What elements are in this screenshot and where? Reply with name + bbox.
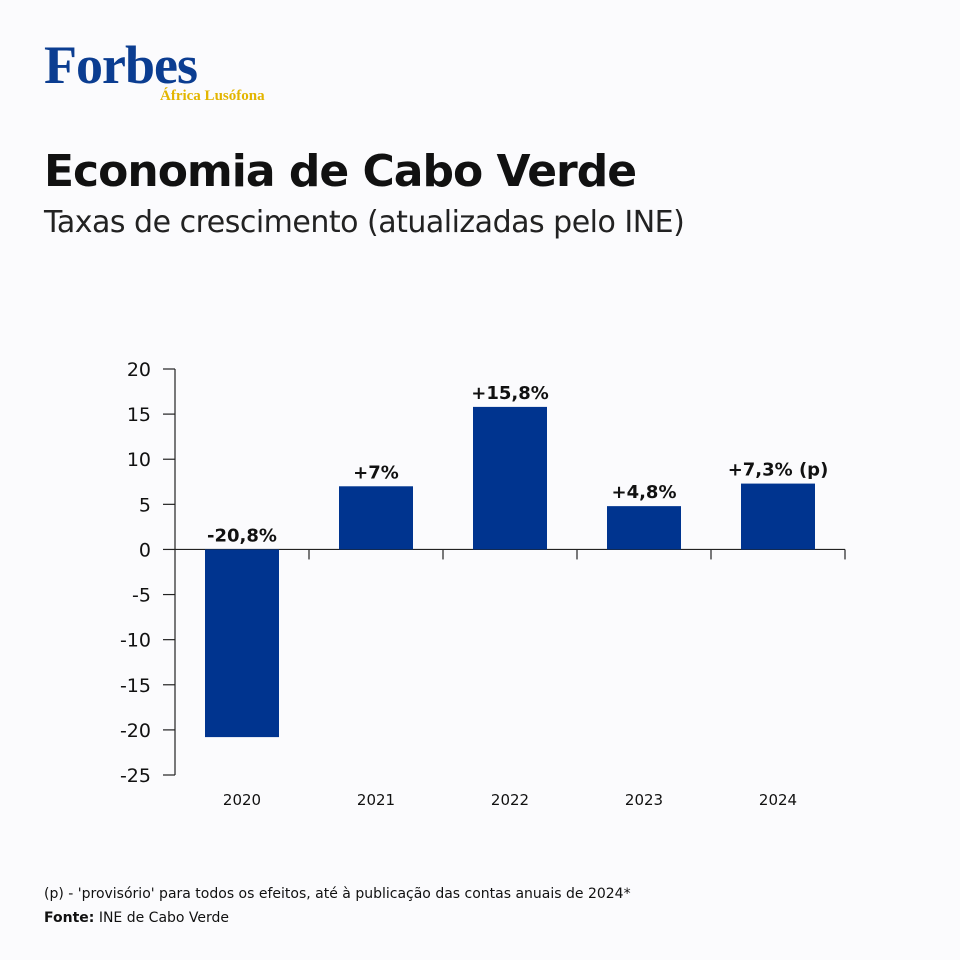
x-tick-label-2024: 2024 [759,791,797,809]
chart-title: Economia de Cabo Verde [44,146,637,197]
x-tick-label-2020: 2020 [223,791,261,809]
forbes-logo: Forbes África Lusófona [44,38,284,110]
bar-chart: 20 15 10 5 0 -5 -10 -15 -20 -25 -20,8% 2020 +7% 2021 +… [120,359,846,809]
footnote: (p) - 'provisório' para todos os efeitos… [44,886,631,902]
brand-edition: África Lusófona [160,88,265,104]
source-note: Fonte: INE de Cabo Verde [44,910,229,926]
y-tick-label: -5 [132,585,151,607]
source-text: INE de Cabo Verde [98,910,230,926]
source-label: Fonte: [44,910,95,926]
y-tick-label: -15 [120,675,151,697]
y-tick-label: 5 [139,494,151,516]
data-label-2020: -20,8% [207,525,277,546]
y-tick-label: 0 [139,539,151,561]
y-tick-label: 15 [127,404,151,426]
x-tick-label-2021: 2021 [357,791,395,809]
bar-2023 [607,506,681,550]
x-tick-label-2023: 2023 [625,791,663,809]
brand-name: Forbes [44,35,198,95]
data-label-2024: +7,3% (p) [728,460,829,481]
y-tick-label: -20 [120,720,151,742]
y-tick-label: -10 [120,630,151,652]
bar-2022 [473,406,547,550]
y-tick-label: 10 [127,449,151,471]
chart-subtitle: Taxas de crescimento (atualizadas pelo I… [44,205,685,240]
data-label-2021: +7% [353,462,399,483]
bar-2021 [339,486,413,550]
data-label-2023: +4,8% [611,482,676,503]
bar-2024 [741,483,815,550]
data-label-2022: +15,8% [471,383,549,404]
x-tick-label-2022: 2022 [491,791,529,809]
bar-2020 [205,549,279,738]
y-tick-label: -25 [120,765,151,787]
y-tick-label: 20 [127,359,151,381]
